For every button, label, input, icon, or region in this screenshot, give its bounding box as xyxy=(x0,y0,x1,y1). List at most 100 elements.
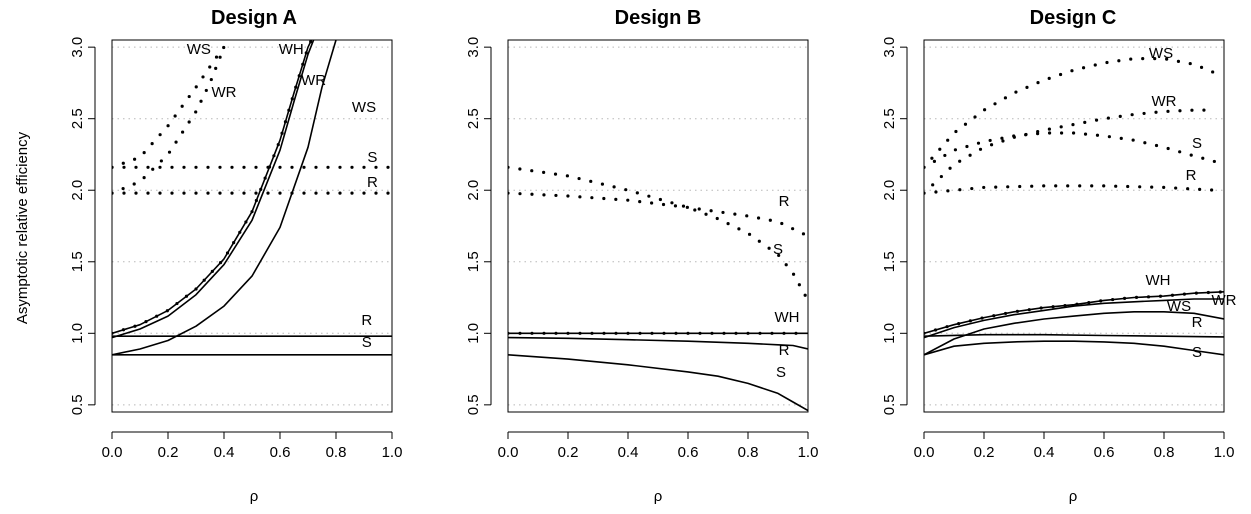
x-tick-label: 1.0 xyxy=(382,444,403,461)
y-tick-label: 2.0 xyxy=(881,180,898,201)
y-tick-label: 3.0 xyxy=(881,37,898,58)
panel-title: Design C xyxy=(1030,7,1117,29)
curve-label: WS xyxy=(1149,45,1173,62)
plot-frame xyxy=(923,39,1225,413)
y-tick-label: 3.0 xyxy=(465,37,482,58)
curve-label: R xyxy=(1186,167,1197,184)
x-tick-label: 1.0 xyxy=(798,444,819,461)
curve-label: S xyxy=(773,241,783,258)
series-wr-solid xyxy=(924,298,1224,339)
x-tick-label: 0.0 xyxy=(498,444,519,461)
curve-label: S xyxy=(776,364,786,381)
y-tick-label: 1.0 xyxy=(881,323,898,344)
plot-frame xyxy=(111,39,393,413)
x-tick-label: 0.6 xyxy=(678,444,699,461)
x-tick-label: 1.0 xyxy=(1214,444,1235,461)
panel-design-c: Design C 0.0 0.2 0.4 0.6 0.8 1.0 0.5 1.0 1.5 2.0 2… xyxy=(881,7,1237,505)
series-r-dotted xyxy=(924,184,1217,195)
plot-area: 0.0 0.2 0.4 0.6 0.8 1.0 0.5 1.0 1.5 2.0 2.5 3.0 WS WH… xyxy=(69,37,403,461)
series-s-dotted xyxy=(924,131,1217,169)
curve-label: R xyxy=(779,193,790,210)
series-ws-solid xyxy=(924,310,1224,356)
y-tick-label: 2.0 xyxy=(465,180,482,201)
x-axis-label: ρ xyxy=(250,488,259,505)
y-tick-label: 1.0 xyxy=(465,323,482,344)
y-tick-label: 3.0 xyxy=(69,37,86,58)
x-axis: 0.0 0.2 0.4 0.6 0.8 1.0 xyxy=(102,431,403,461)
series-r-solid xyxy=(924,333,1224,338)
y-tick-label: 2.0 xyxy=(69,180,86,201)
x-tick-label: 0.8 xyxy=(1154,444,1175,461)
curve-label: R xyxy=(1192,314,1203,331)
series-wr-dotted xyxy=(112,45,226,195)
y-tick-label: 0.5 xyxy=(881,394,898,415)
series-ws-dotted xyxy=(112,40,232,169)
y-tick-label: 1.5 xyxy=(69,251,86,272)
curve-label: R xyxy=(779,342,790,359)
series-s-solid xyxy=(508,354,808,412)
x-tick-label: 0.2 xyxy=(974,444,995,461)
x-tick-label: 0.2 xyxy=(558,444,579,461)
y-tick-label: 1.5 xyxy=(465,251,482,272)
curve-label: WS xyxy=(352,99,376,116)
series-r-dotted xyxy=(508,191,808,238)
series-r-solid xyxy=(508,336,808,350)
x-axis-label: ρ xyxy=(654,488,663,505)
x-tick-label: 0.4 xyxy=(214,444,235,461)
y-tick-label: 1.0 xyxy=(69,323,86,344)
panel-design-b: Design B 0.0 0.2 0.4 0.6 0.8 1.0 0.5 1.0 1.5 2.0 2… xyxy=(465,7,818,505)
plot-area: 0.0 0.2 0.4 0.6 0.8 1.00.51.01.52.02.53.0RSWH… xyxy=(465,37,818,461)
curve-label: WR xyxy=(301,72,326,89)
curve-label: WR xyxy=(1152,93,1177,110)
series-ws-solid xyxy=(112,40,338,356)
y-axis-label: Asymptotic relative efficiency xyxy=(14,131,31,324)
curve-label: WH xyxy=(279,41,304,58)
curve-label: WS xyxy=(1167,298,1191,315)
x-tick-label: 0.4 xyxy=(618,444,639,461)
x-tick-label: 0.8 xyxy=(738,444,759,461)
panel-title: Design A xyxy=(211,7,297,29)
curve-label: WH xyxy=(1146,272,1171,289)
curve-label: WS xyxy=(187,41,211,58)
x-tick-label: 0.6 xyxy=(270,444,291,461)
x-axis-label: ρ xyxy=(1069,488,1078,505)
x-axis: 0.0 0.2 0.4 0.6 0.8 1.0 xyxy=(914,431,1235,461)
panel-design-a: Design A 0.0 0.2 0.4 0.6 0.8 1.0 0.5 1.0 1.5 2.0 2… xyxy=(69,7,402,505)
y-tick-label: 2.5 xyxy=(69,108,86,129)
x-tick-label: 0.8 xyxy=(326,444,347,461)
plot-area: 0.0 0.2 0.4 0.6 0.8 1.0 0.5 1.0 1.5 2.0 2.5 3.0 WS WR… xyxy=(881,37,1237,461)
series-wr-dotted xyxy=(924,108,1217,195)
curve-label: S xyxy=(367,149,377,166)
series-wr-solid xyxy=(112,40,315,339)
series-wh-dotted xyxy=(112,40,314,335)
x-axis: 0.0 0.2 0.4 0.6 0.8 1.0 xyxy=(498,431,819,461)
series-ws-dotted xyxy=(924,56,1217,169)
panel-title: Design B xyxy=(615,7,702,29)
series-wh-solid xyxy=(112,40,313,335)
y-tick-label: 0.5 xyxy=(69,394,86,415)
curve-label: WH xyxy=(775,309,800,326)
curve-label: S xyxy=(362,334,372,351)
curve-label: WR xyxy=(212,84,237,101)
y-tick-label: 2.5 xyxy=(881,108,898,129)
x-tick-label: 0.0 xyxy=(102,444,123,461)
x-tick-label: 0.0 xyxy=(914,444,935,461)
plot-frame xyxy=(507,39,809,413)
curve-label: R xyxy=(367,174,378,191)
curve-label: S xyxy=(1192,344,1202,361)
y-tick-label: 1.5 xyxy=(881,251,898,272)
series-s-solid xyxy=(924,340,1224,356)
y-axis: 0.5 1.0 1.5 2.0 2.5 3.0 xyxy=(69,37,96,415)
x-tick-label: 0.2 xyxy=(158,444,179,461)
curve-label: WR xyxy=(1212,292,1237,309)
y-axis: 0.5 1.0 1.5 2.0 2.5 3.0 xyxy=(465,37,492,415)
y-tick-label: 2.5 xyxy=(465,108,482,129)
series-s-dotted xyxy=(508,165,808,302)
x-tick-label: 0.4 xyxy=(1034,444,1055,461)
x-tick-label: 0.6 xyxy=(1094,444,1115,461)
curve-label: R xyxy=(361,312,372,329)
curve-label: S xyxy=(1192,135,1202,152)
y-tick-label: 0.5 xyxy=(465,394,482,415)
y-axis: 0.5 1.0 1.5 2.0 2.5 3.0 xyxy=(881,37,908,415)
